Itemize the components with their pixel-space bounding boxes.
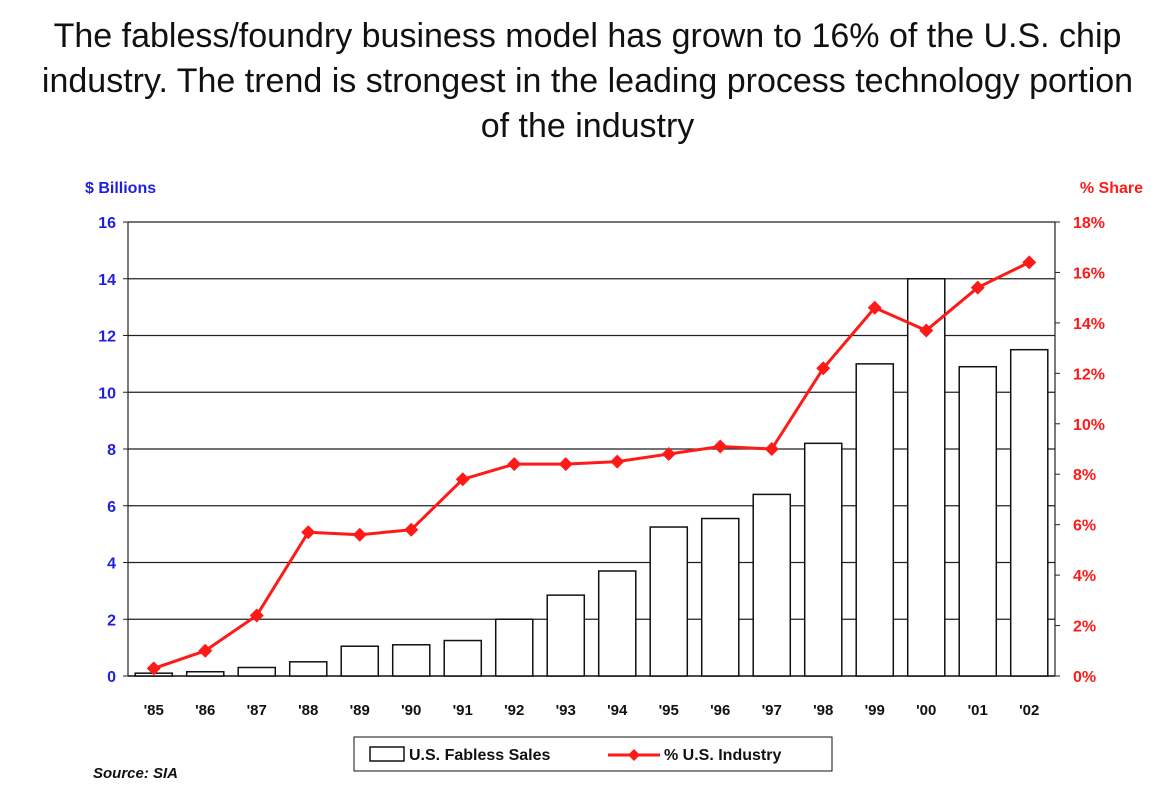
x-tick-label: '98 xyxy=(813,702,833,719)
x-tick-label: '86 xyxy=(195,702,215,719)
x-tick-label: '95 xyxy=(659,702,679,719)
x-tick-label: '87 xyxy=(247,702,267,719)
left-tick-label: 12 xyxy=(98,329,116,346)
bar xyxy=(288,661,328,677)
bar xyxy=(391,644,431,677)
bar xyxy=(597,570,637,677)
legend: U.S. Fabless Sales % U.S. Industry xyxy=(353,736,833,772)
left-tick-label: 14 xyxy=(98,272,116,289)
line-point xyxy=(610,454,625,469)
bar xyxy=(340,645,380,677)
line-point xyxy=(764,442,779,456)
x-tick-label: '89 xyxy=(350,702,370,719)
x-tick-label: '91 xyxy=(453,702,473,719)
left-tick-label: 0 xyxy=(107,669,116,686)
line-series xyxy=(146,255,1037,676)
bar xyxy=(649,526,689,677)
bar xyxy=(906,278,946,677)
right-tick-label: 18% xyxy=(1073,215,1105,232)
bar xyxy=(546,594,586,677)
line-point xyxy=(1022,255,1037,270)
bar xyxy=(855,363,895,677)
left-tick-label: 10 xyxy=(98,385,116,402)
bar-series xyxy=(134,278,1049,677)
bar xyxy=(494,618,534,677)
right-axis-label: % Share xyxy=(1080,180,1143,197)
x-tick-label: '92 xyxy=(504,702,524,719)
line-point xyxy=(713,439,728,454)
left-axis-label: $ Billions xyxy=(85,180,156,197)
bar xyxy=(958,365,998,677)
bar xyxy=(185,670,225,677)
right-tick-label: 14% xyxy=(1073,316,1105,333)
bar xyxy=(752,493,792,677)
line-point xyxy=(249,608,264,623)
right-tick-label: 4% xyxy=(1073,568,1096,585)
bar xyxy=(803,442,843,677)
line-point xyxy=(867,300,882,315)
left-tick-label: 8 xyxy=(107,442,116,459)
line-point xyxy=(970,280,985,295)
bar xyxy=(700,517,740,677)
line-point xyxy=(146,661,161,676)
x-tick-label: '85 xyxy=(144,702,164,719)
legend-bar-swatch xyxy=(369,746,405,762)
bar xyxy=(1009,348,1049,677)
line-point xyxy=(816,361,831,376)
x-tick-label: '97 xyxy=(762,702,782,719)
line-point xyxy=(455,472,470,487)
left-tick-label: 2 xyxy=(107,612,116,629)
line-point xyxy=(198,643,213,658)
right-tick-label: 0% xyxy=(1073,669,1096,686)
x-tick-label: '01 xyxy=(968,702,988,719)
line-point xyxy=(301,525,316,540)
left-tick-label: 6 xyxy=(107,499,116,516)
right-tick-label: 6% xyxy=(1073,518,1096,535)
right-tick-label: 10% xyxy=(1073,417,1105,434)
line-path xyxy=(153,261,1030,670)
x-tick-label: '94 xyxy=(607,702,628,719)
x-tick-label: '02 xyxy=(1019,702,1039,719)
x-tick-label: '00 xyxy=(916,702,936,719)
line-point xyxy=(404,522,419,537)
line-point xyxy=(919,323,934,338)
right-tick-label: 8% xyxy=(1073,467,1096,484)
right-tick-label: 16% xyxy=(1073,265,1105,282)
x-tick-label: '88 xyxy=(298,702,318,719)
x-tick-label: '90 xyxy=(401,702,421,719)
source-note: Source: SIA xyxy=(93,765,178,782)
line-point xyxy=(507,457,522,472)
line-point xyxy=(352,527,367,542)
line-point xyxy=(661,447,676,462)
bar xyxy=(443,639,483,677)
right-tick-label: 2% xyxy=(1073,619,1096,636)
legend-line-marker xyxy=(628,749,640,761)
legend-box xyxy=(353,736,833,772)
legend-bar-label: U.S. Fabless Sales xyxy=(409,747,551,764)
x-tick-label: '96 xyxy=(710,702,730,719)
left-tick-label: 16 xyxy=(98,215,116,232)
chart-title: The fabless/foundry business model has g… xyxy=(41,17,1134,145)
axis-ticks: 0 2 4 6 8 10 12 14 16 0% 2% 4% 6% 8% 10% 12% 14% 16% 18% '8… xyxy=(98,215,1105,719)
bar xyxy=(237,666,277,677)
left-tick-label: 4 xyxy=(107,556,116,573)
legend-line-label: % U.S. Industry xyxy=(664,747,781,764)
line-point xyxy=(558,457,573,472)
x-tick-label: '93 xyxy=(556,702,576,719)
right-tick-label: 12% xyxy=(1073,366,1105,383)
grid-lines xyxy=(127,221,1056,677)
x-tick-label: '99 xyxy=(865,702,885,719)
